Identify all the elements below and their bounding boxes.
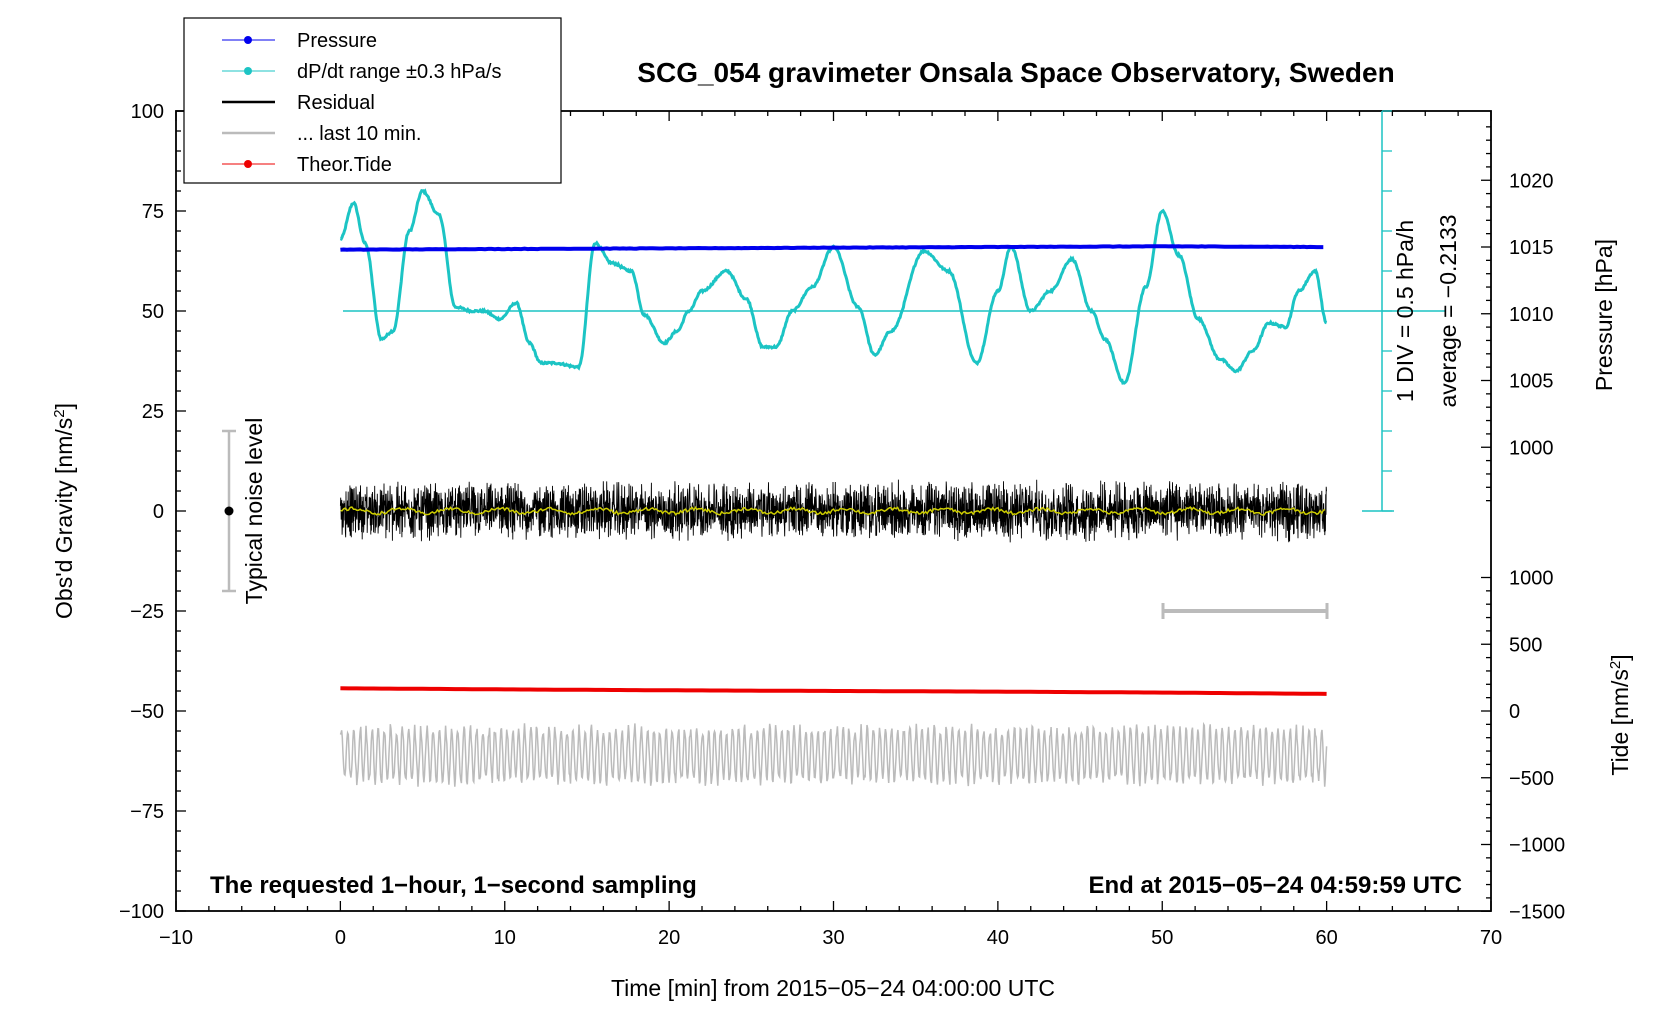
tide-tick-label: 500 xyxy=(1509,634,1542,656)
axes-ticks: −10 0 10 20 30 40 50 60 701007550250−25−50−75−10… xyxy=(119,101,1565,949)
y-tick-label: −75 xyxy=(130,801,164,823)
y-tick-label: −100 xyxy=(119,901,164,923)
pressure-tick-label: 1005 xyxy=(1509,371,1554,393)
residual-smooth-line xyxy=(340,505,1326,516)
legend-label: Residual xyxy=(297,92,375,114)
x-tick-label: −10 xyxy=(159,927,193,949)
legend-label: ... last 10 min. xyxy=(297,123,422,145)
dpdt-line xyxy=(339,188,1328,385)
sampling-note: The requested 1−hour, 1−second sampling xyxy=(210,872,697,899)
x-tick-label: 0 xyxy=(335,927,346,949)
y-tick-label: 75 xyxy=(142,201,164,223)
tide-tick-label: −1500 xyxy=(1509,901,1565,923)
average-label: average = −0.2133 xyxy=(1435,214,1461,407)
noise-label: Typical noise level xyxy=(241,418,267,605)
legend-item-last10: ... last 10 min. xyxy=(222,123,422,145)
noise-level-indicator xyxy=(222,429,236,593)
tide-tick-label: 0 xyxy=(1509,701,1520,723)
y-axis-label-gravity: Obs'd Gravity [nm/s2] xyxy=(51,403,78,619)
pressure-line xyxy=(340,244,1324,252)
end-time-note: End at 2015−05−24 04:59:59 UTC xyxy=(1088,872,1462,899)
x-tick-label: 10 xyxy=(494,927,516,949)
x-tick-label: 20 xyxy=(658,927,680,949)
tide-tick-label: 1000 xyxy=(1509,568,1554,590)
tide-line xyxy=(340,686,1327,696)
legend-item-residual: Residual xyxy=(222,92,375,114)
pressure-tick-label: 1000 xyxy=(1509,437,1554,459)
y-tick-label: 0 xyxy=(153,501,164,523)
legend-item-pressure: Pressure xyxy=(222,30,377,52)
y-tick-label: 50 xyxy=(142,301,164,323)
x-tick-label: 40 xyxy=(987,927,1009,949)
x-tick-label: 30 xyxy=(822,927,844,949)
y-tick-label: 100 xyxy=(131,101,164,123)
last-10-min-bracket xyxy=(1161,603,1329,619)
chart-title: SCG_054 gravimeter Onsala Space Observat… xyxy=(637,57,1394,88)
y-tick-label: −50 xyxy=(130,701,164,723)
last-10-min-line xyxy=(339,721,1328,787)
legend-box xyxy=(183,17,562,184)
tide-tick-label: −500 xyxy=(1509,768,1554,790)
pressure-tick-label: 1015 xyxy=(1509,237,1554,259)
tide-tick-label: −1000 xyxy=(1509,835,1565,857)
residual-line xyxy=(339,479,1327,543)
legend-item-dpdt: dP/dt range ±0.3 hPa/s xyxy=(222,61,501,83)
y-axis-label-pressure: Pressure [hPa] xyxy=(1591,239,1617,391)
x-tick-label: 50 xyxy=(1151,927,1173,949)
x-tick-label: 60 xyxy=(1316,927,1338,949)
pressure-tick-label: 1010 xyxy=(1509,304,1554,326)
y-tick-label: 25 xyxy=(142,401,164,423)
y-tick-label: −25 xyxy=(130,601,164,623)
series-layer xyxy=(339,188,1328,787)
pressure-div-label: 1 DIV = 0.5 hPa/h xyxy=(1392,220,1418,402)
legend: Pressure dP/dt range ±0.3 hPa/s Residual… xyxy=(183,17,562,184)
pressure-scale-axis xyxy=(1362,110,1394,512)
legend-label: dP/dt range ±0.3 hPa/s xyxy=(297,61,501,83)
legend-label: Pressure xyxy=(297,30,377,52)
legend-label: Theor.Tide xyxy=(297,154,392,176)
x-axis-label: Time [min] from 2015−05−24 04:00:00 UTC xyxy=(611,975,1055,1001)
pressure-tick-label: 1020 xyxy=(1509,170,1554,192)
x-tick-label: 70 xyxy=(1480,927,1502,949)
legend-item-tide: Theor.Tide xyxy=(222,154,392,176)
y-axis-label-tide: Tide [nm/s2] xyxy=(1607,654,1634,775)
